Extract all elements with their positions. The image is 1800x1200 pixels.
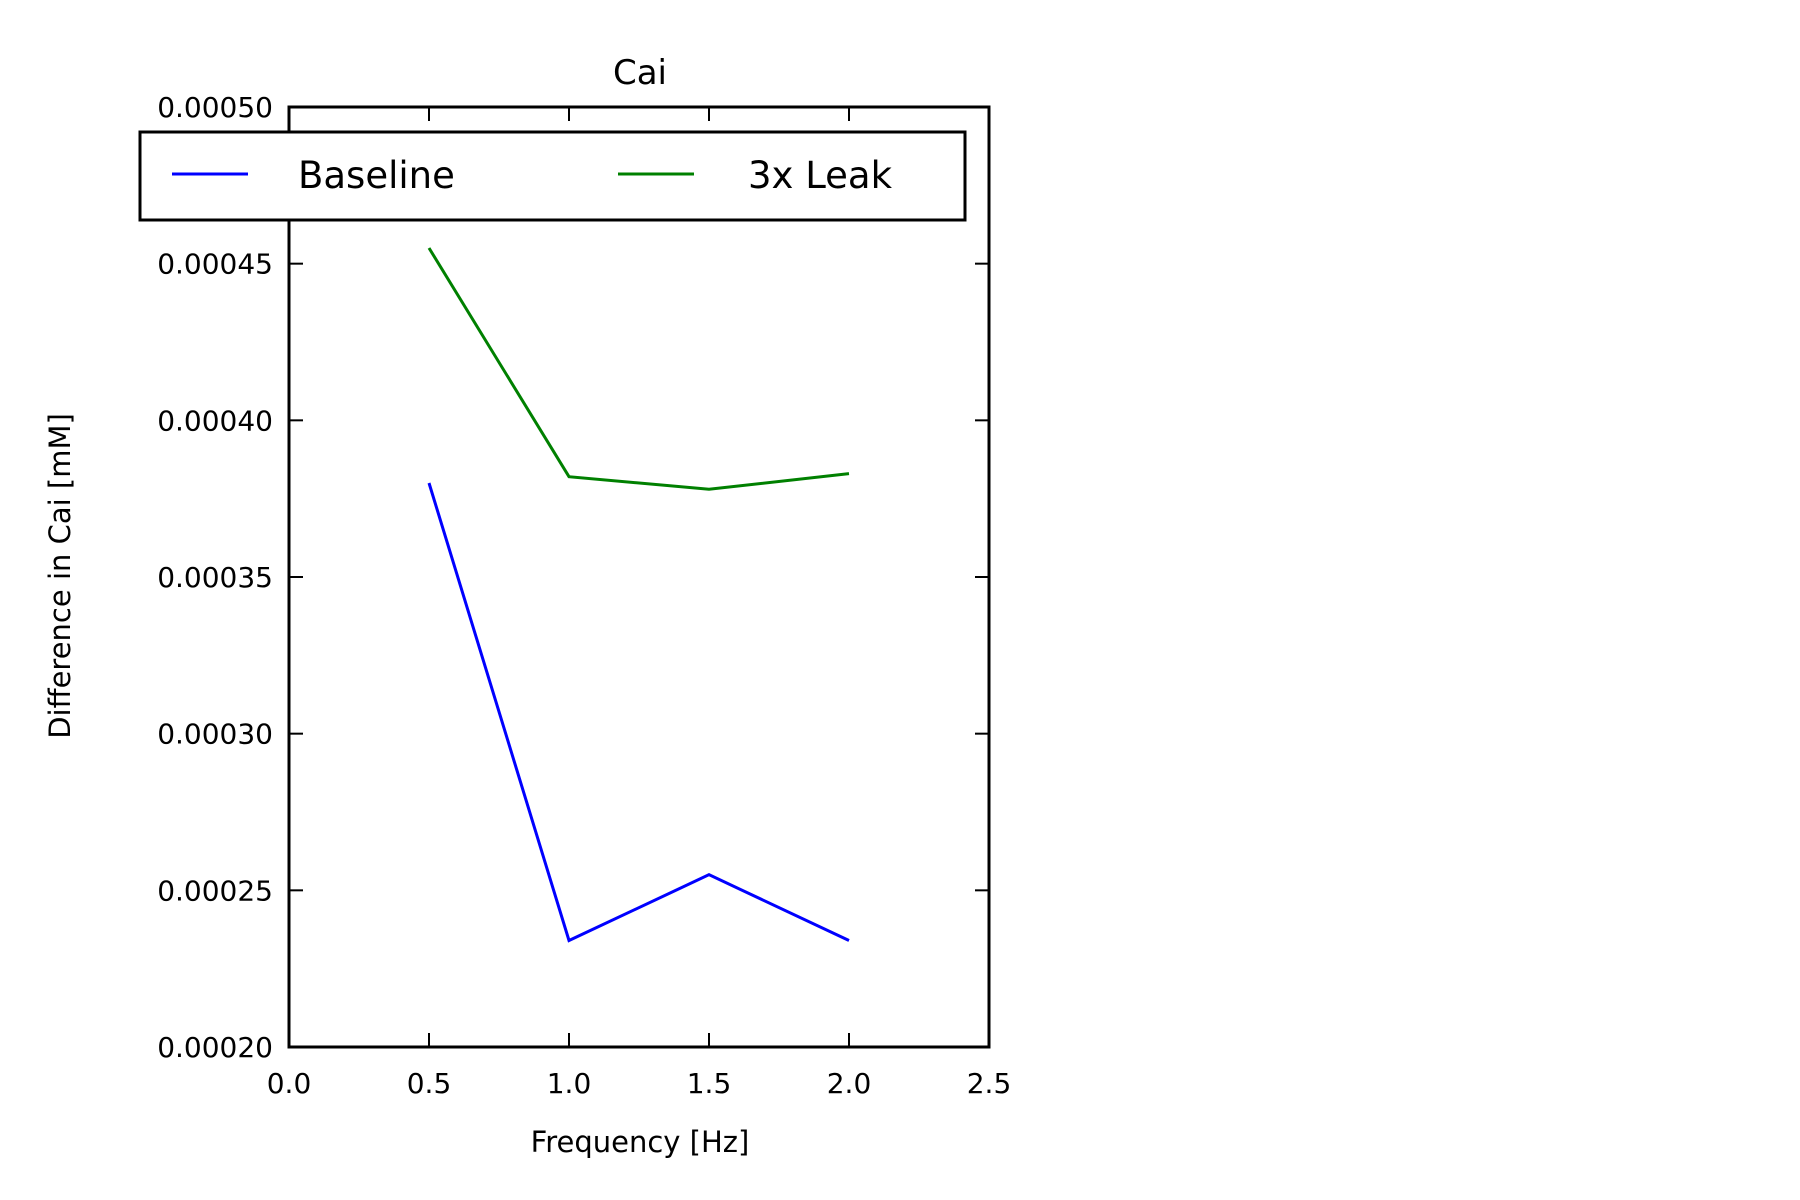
legend-label: 3x Leak bbox=[748, 154, 893, 197]
legend-label: Baseline bbox=[298, 154, 455, 197]
y-tick-label: 0.00045 bbox=[157, 248, 273, 281]
x-tick-label: 2.5 bbox=[967, 1067, 1012, 1100]
x-tick-label: 1.5 bbox=[687, 1067, 732, 1100]
axis-ticks: 0.0 0.5 1.0 1.5 2.0 2.5 0.00020 0.00025 0.00030 0… bbox=[157, 91, 1011, 1100]
series-line-baseline bbox=[427, 482, 850, 943]
x-tick-label: 0.5 bbox=[407, 1067, 452, 1100]
y-tick-label: 0.00035 bbox=[157, 561, 273, 594]
series-line-3x-leak bbox=[427, 247, 850, 491]
y-tick-label: 0.00040 bbox=[157, 404, 273, 437]
y-tick-label: 0.00025 bbox=[157, 874, 273, 907]
y-tick-label: 0.00050 bbox=[157, 91, 273, 124]
y-axis-label: Difference in Cai [mM] bbox=[43, 413, 77, 739]
legend: Baseline 3x Leak bbox=[138, 130, 967, 222]
chart-title: Cai bbox=[613, 53, 667, 93]
y-tick-label: 0.00030 bbox=[157, 718, 273, 751]
x-axis-label: Frequency [Hz] bbox=[531, 1125, 750, 1159]
legend-box bbox=[138, 130, 967, 222]
x-tick-label: 1.0 bbox=[547, 1067, 592, 1100]
y-tick-label: 0.00020 bbox=[157, 1031, 273, 1064]
plot-frame bbox=[287, 105, 991, 1049]
series-layer bbox=[427, 247, 850, 943]
x-tick-label: 2.0 bbox=[827, 1067, 872, 1100]
x-tick-label: 0.0 bbox=[267, 1067, 312, 1100]
